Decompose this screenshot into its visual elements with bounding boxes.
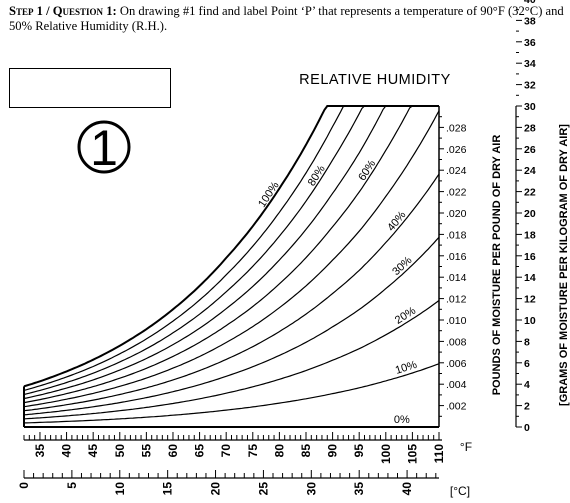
right-axis-tick-label: 16	[524, 251, 536, 263]
rh-curve-80	[23, 105, 439, 396]
celsius-axis: 0 5 10 15 20 25 30 35 40	[17, 470, 439, 495]
fahrenheit-tick-label: 45	[86, 444, 100, 458]
fahrenheit-tick-label: 55	[139, 444, 153, 458]
fahrenheit-tick-label: 40	[60, 444, 74, 458]
right-axis-tick-label: 14	[524, 272, 536, 284]
right-axis-tick-label: 20	[524, 208, 536, 220]
left-axis-tick-label: .002	[446, 401, 467, 413]
right-axis-tick-label: 30	[524, 101, 536, 113]
fahrenheit-tick-label: 75	[246, 444, 260, 458]
right-axis-tick-label: 6	[524, 358, 530, 370]
right-axis-tick-label: 36	[524, 37, 536, 49]
right-axis-tick-label: 12	[524, 294, 536, 306]
right-axis-title: [GRAMS OF MOISTURE PER KILOGRAM OF DRY A…	[558, 124, 570, 406]
left-axis-ticks: .002 .004 .006 .008 .010 .012 .014 .016 .018 .020…	[439, 116, 467, 417]
right-axis-tick-label: 22	[524, 187, 536, 199]
fahrenheit-tick-label: 105	[405, 444, 419, 464]
right-axis-tick-label: 28	[524, 122, 536, 134]
left-axis-tick-label: .010	[446, 315, 467, 327]
question-label: Step 1 / Question 1:	[9, 4, 117, 18]
question-text: Step 1 / Question 1: On drawing #1 find …	[9, 4, 564, 34]
celsius-tick-label: 35	[352, 482, 366, 496]
celsius-tick-label: 15	[161, 482, 175, 496]
celsius-tick-label: 25	[256, 482, 270, 496]
right-axis-tick-label: 4	[524, 379, 530, 391]
left-axis-tick-label: .006	[446, 358, 467, 370]
celsius-tick-label: 0	[17, 482, 31, 489]
left-axis-title: POUNDS OF MOISTURE PER POUND OF DRY AIR	[491, 135, 503, 396]
fahrenheit-tick-label: 100	[379, 444, 393, 464]
fahrenheit-axis: 35 40 45 50 55 60 65 70 75 80 85 90 95 100 105 110	[23, 432, 446, 464]
rh-curve-60	[23, 105, 439, 404]
celsius-unit: [°C]	[450, 484, 470, 498]
left-axis-tick-label: .022	[446, 187, 467, 199]
right-axis-tick-label: 18	[524, 229, 536, 241]
right-axis-tick-label: 34	[524, 58, 536, 70]
rh-curve-40	[23, 173, 440, 412]
right-axis-tick-label: 8	[524, 336, 530, 348]
left-axis-tick-label: .028	[446, 122, 467, 134]
question-body: On drawing #1 find and label Point ‘P’ t…	[9, 4, 564, 33]
chart-title: RELATIVE HUMIDITY	[299, 72, 451, 88]
celsius-tick-label: 20	[209, 482, 223, 496]
celsius-tick-label: 5	[65, 482, 79, 489]
rh-curve-30	[23, 236, 440, 416]
rh-label-10: 10%	[394, 359, 419, 377]
fahrenheit-tick-label: 90	[326, 444, 340, 458]
right-axis-tick-label: 26	[524, 144, 536, 156]
rh-curve-50	[23, 110, 440, 408]
fahrenheit-unit: °F	[460, 440, 472, 454]
rh-label-60: 60%	[356, 158, 378, 183]
fahrenheit-tick-label: 35	[33, 444, 47, 458]
drawing-number: 1	[90, 120, 118, 176]
fahrenheit-tick-label: 50	[113, 444, 127, 458]
left-axis-tick-label: .012	[446, 294, 467, 306]
fahrenheit-tick-label: 110	[432, 444, 446, 464]
rh-label-100: 100%	[256, 180, 282, 210]
right-axis-tick-label: 2	[524, 401, 530, 413]
left-axis-tick-label: .024	[446, 165, 467, 177]
celsius-tick-label: 10	[113, 482, 127, 496]
right-axis-tick-label: 24	[524, 165, 536, 177]
rh-curve-10	[24, 363, 440, 424]
rh-label-40: 40%	[385, 209, 408, 234]
left-axis-tick-label: .018	[446, 229, 467, 241]
left-axis-tick-label: .026	[446, 144, 467, 156]
fahrenheit-tick-label: 95	[352, 444, 366, 458]
fahrenheit-tick-label: 65	[193, 444, 207, 458]
fahrenheit-tick-label: 60	[166, 444, 180, 458]
rh-curves	[23, 105, 440, 428]
left-axis-tick-label: .020	[446, 208, 467, 220]
right-axis-tick-label: 32	[524, 80, 536, 92]
right-axis-zero-label: 0	[524, 422, 530, 434]
fahrenheit-tick-label: 80	[272, 444, 286, 458]
rh-curve-70	[23, 105, 439, 400]
left-axis-tick-label: .014	[446, 272, 467, 284]
right-axis-tick-label: 10	[524, 315, 536, 327]
rh-curve-20	[23, 300, 440, 420]
drawing-number-badge: 1	[77, 120, 131, 176]
chart-frame	[23, 105, 440, 428]
right-axis-tick-label: 40	[524, 0, 536, 6]
answer-box[interactable]	[9, 68, 171, 108]
celsius-tick-label: 40	[400, 482, 414, 496]
right-axis-tick-label: 38	[524, 15, 536, 27]
fahrenheit-tick-label: 70	[219, 444, 233, 458]
rh-curve-100	[23, 105, 439, 388]
rh-curve-90	[23, 105, 439, 391]
left-axis-tick-label: .016	[446, 251, 467, 263]
left-axis-tick-label: .004	[446, 379, 467, 391]
fahrenheit-tick-label: 85	[299, 444, 313, 458]
rh-label-0: 0%	[394, 414, 410, 426]
left-axis-tick-label: .008	[446, 336, 467, 348]
celsius-tick-label: 30	[304, 482, 318, 496]
rh-labels: 0%10%20%30%40%60%80%100%	[256, 158, 419, 426]
